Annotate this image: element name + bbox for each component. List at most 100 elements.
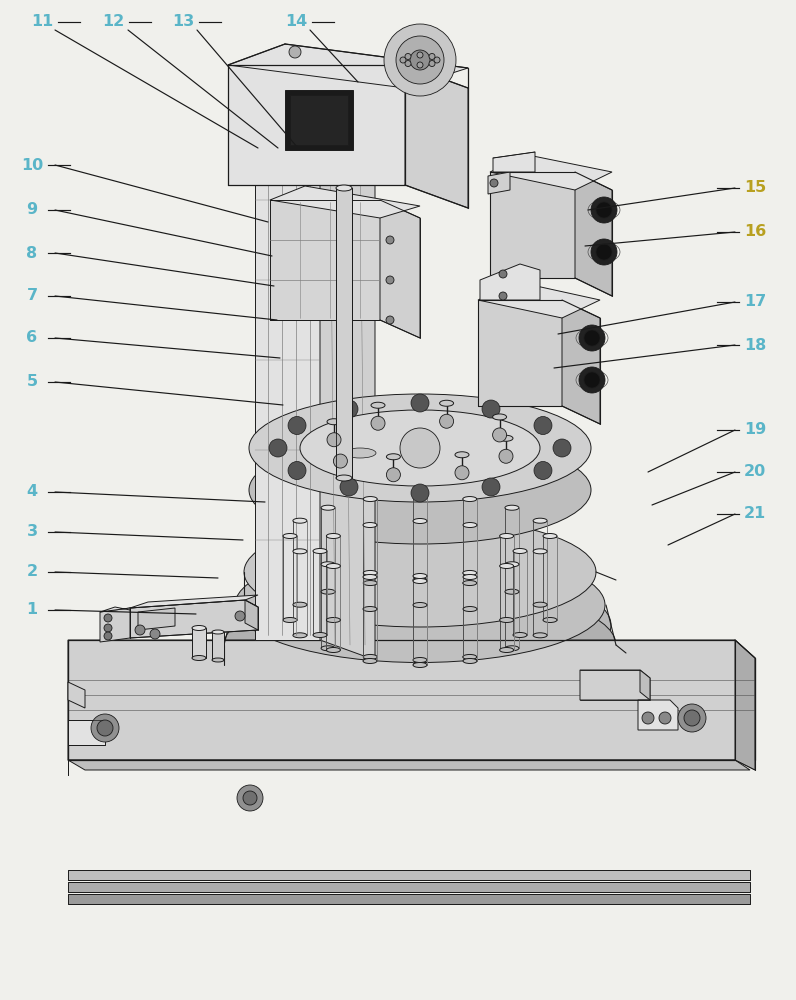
Ellipse shape bbox=[293, 518, 307, 523]
Text: 19: 19 bbox=[744, 422, 766, 438]
Circle shape bbox=[591, 239, 617, 265]
Polygon shape bbox=[255, 106, 375, 147]
Polygon shape bbox=[130, 600, 258, 638]
Ellipse shape bbox=[413, 658, 427, 662]
Ellipse shape bbox=[463, 574, 477, 579]
Ellipse shape bbox=[326, 648, 341, 652]
Polygon shape bbox=[228, 44, 468, 88]
Circle shape bbox=[97, 720, 113, 736]
Polygon shape bbox=[68, 870, 750, 880]
Circle shape bbox=[371, 416, 385, 430]
Text: 18: 18 bbox=[744, 338, 766, 353]
Ellipse shape bbox=[235, 548, 605, 662]
Circle shape bbox=[386, 468, 400, 482]
Circle shape bbox=[482, 478, 500, 496]
Ellipse shape bbox=[500, 648, 513, 652]
Circle shape bbox=[553, 439, 571, 457]
Ellipse shape bbox=[363, 658, 377, 663]
Circle shape bbox=[434, 57, 440, 63]
Circle shape bbox=[288, 416, 306, 434]
Ellipse shape bbox=[283, 534, 297, 538]
Ellipse shape bbox=[463, 607, 477, 612]
Polygon shape bbox=[68, 720, 105, 745]
Circle shape bbox=[490, 179, 498, 187]
Circle shape bbox=[455, 466, 469, 480]
Text: 8: 8 bbox=[26, 245, 37, 260]
Ellipse shape bbox=[505, 646, 519, 651]
Text: 12: 12 bbox=[102, 14, 124, 29]
Text: 15: 15 bbox=[744, 180, 766, 196]
Polygon shape bbox=[320, 122, 375, 660]
Ellipse shape bbox=[363, 570, 377, 575]
Circle shape bbox=[417, 52, 423, 58]
Ellipse shape bbox=[321, 589, 335, 594]
Circle shape bbox=[499, 449, 513, 463]
Ellipse shape bbox=[413, 662, 427, 668]
Ellipse shape bbox=[192, 656, 206, 660]
Text: 6: 6 bbox=[26, 330, 37, 346]
Ellipse shape bbox=[413, 493, 427, 498]
Ellipse shape bbox=[321, 646, 335, 651]
Ellipse shape bbox=[413, 518, 427, 524]
Text: 9: 9 bbox=[26, 202, 37, 218]
Ellipse shape bbox=[293, 602, 307, 607]
Circle shape bbox=[417, 62, 423, 68]
Ellipse shape bbox=[386, 454, 400, 460]
Circle shape bbox=[104, 624, 112, 632]
Text: 21: 21 bbox=[744, 506, 766, 522]
Circle shape bbox=[396, 36, 444, 84]
Ellipse shape bbox=[462, 581, 477, 586]
Ellipse shape bbox=[505, 589, 519, 594]
Polygon shape bbox=[228, 65, 405, 185]
Ellipse shape bbox=[334, 440, 347, 446]
Circle shape bbox=[400, 428, 440, 468]
Circle shape bbox=[386, 276, 394, 284]
Polygon shape bbox=[68, 894, 750, 904]
Bar bbox=[212, 632, 224, 660]
Ellipse shape bbox=[321, 505, 335, 510]
Text: 1: 1 bbox=[26, 602, 37, 617]
Circle shape bbox=[534, 416, 552, 434]
Text: 17: 17 bbox=[744, 294, 766, 310]
Circle shape bbox=[237, 785, 263, 811]
Ellipse shape bbox=[363, 581, 377, 586]
Polygon shape bbox=[562, 300, 600, 424]
Circle shape bbox=[405, 61, 411, 67]
Circle shape bbox=[104, 632, 112, 640]
Text: 14: 14 bbox=[285, 14, 307, 29]
Circle shape bbox=[482, 400, 500, 418]
Polygon shape bbox=[100, 608, 130, 642]
Polygon shape bbox=[488, 172, 510, 194]
Ellipse shape bbox=[293, 549, 307, 554]
Ellipse shape bbox=[192, 626, 206, 631]
Circle shape bbox=[584, 372, 600, 388]
Polygon shape bbox=[270, 200, 380, 320]
Ellipse shape bbox=[463, 523, 477, 528]
Text: 10: 10 bbox=[21, 157, 43, 172]
Circle shape bbox=[288, 462, 306, 480]
Polygon shape bbox=[68, 760, 750, 770]
Ellipse shape bbox=[500, 534, 513, 538]
Ellipse shape bbox=[249, 436, 591, 544]
Circle shape bbox=[596, 202, 612, 218]
Ellipse shape bbox=[363, 497, 377, 502]
Bar bbox=[285, 90, 353, 150]
Bar bbox=[192, 628, 206, 658]
Circle shape bbox=[642, 712, 654, 724]
Ellipse shape bbox=[493, 414, 506, 420]
Ellipse shape bbox=[533, 633, 547, 638]
Polygon shape bbox=[478, 282, 600, 318]
Circle shape bbox=[289, 46, 301, 58]
Polygon shape bbox=[735, 640, 755, 770]
Polygon shape bbox=[68, 640, 755, 760]
Ellipse shape bbox=[363, 654, 377, 659]
Text: 5: 5 bbox=[26, 374, 37, 389]
Circle shape bbox=[499, 292, 507, 300]
Bar bbox=[336, 188, 352, 478]
Text: 3: 3 bbox=[26, 524, 37, 540]
Ellipse shape bbox=[455, 452, 469, 458]
Circle shape bbox=[340, 400, 358, 418]
Circle shape bbox=[411, 484, 429, 502]
Circle shape bbox=[429, 53, 435, 59]
Polygon shape bbox=[638, 700, 678, 730]
